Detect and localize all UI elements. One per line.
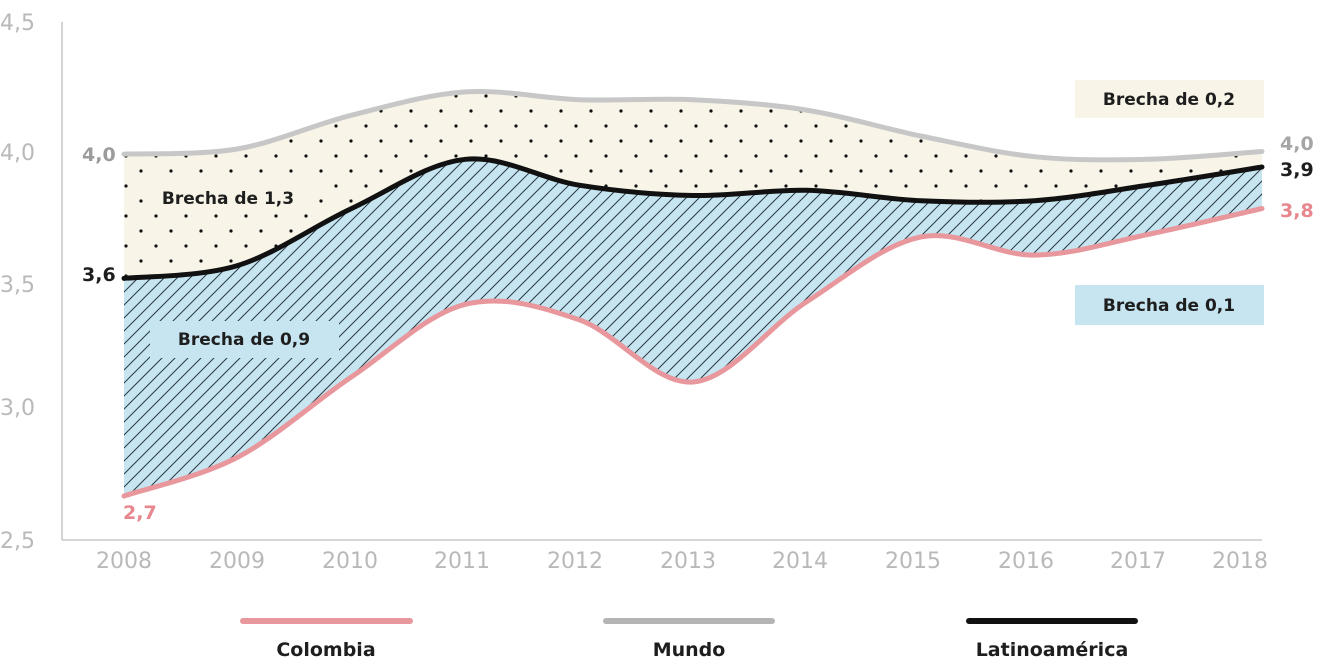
series-line-latinoamerica — [121, 156, 1265, 281]
x-tick-label: 2018 — [1212, 549, 1268, 574]
x-tick-label: 2017 — [1110, 549, 1166, 574]
gap-area-mundo-latinoamerica — [124, 91, 1262, 279]
legend-label-latinoamerica: Latinoamérica — [976, 639, 1129, 661]
start-label-latinoamerica: 3,6 — [82, 264, 116, 286]
x-tick-label: 2011 — [434, 549, 490, 574]
x-tick-label: 2008 — [96, 549, 152, 574]
end-label-mundo: 4,0 — [1280, 133, 1314, 155]
y-tick-label: 2,5 — [0, 529, 35, 554]
end-label-colombia: 3,8 — [1280, 200, 1314, 222]
x-tick-label: 2009 — [209, 549, 265, 574]
gap-label-2008-latam: Brecha de 0,9 — [178, 330, 310, 350]
y-tick-label: 3,0 — [0, 396, 35, 421]
legend-label-mundo: Mundo — [653, 639, 726, 661]
y-tick-label: 3,5 — [0, 273, 35, 298]
x-tick-label: 2016 — [998, 549, 1054, 574]
x-tick-label: 2010 — [322, 549, 378, 574]
start-label-colombia: 2,7 — [123, 502, 157, 524]
end-label-latinoamerica: 3,9 — [1280, 159, 1314, 181]
x-tick-label: 2013 — [660, 549, 716, 574]
x-tick-label: 2012 — [547, 549, 603, 574]
y-tick-label: 4,0 — [0, 141, 35, 166]
start-label-mundo: 4,0 — [82, 144, 116, 166]
x-tick-label: 2014 — [772, 549, 828, 574]
gap-label-box-2018-latam — [1075, 285, 1264, 325]
gap-label-box-2018-world — [1075, 80, 1264, 118]
x-tick-label: 2015 — [885, 549, 941, 574]
y-tick-label: 4,5 — [0, 11, 35, 36]
legend-label-colombia: Colombia — [276, 639, 375, 661]
gap-label-box-2008-world — [150, 182, 310, 212]
gap-label-box-2008-latam — [150, 321, 339, 358]
legend: Colombia Mundo Latinoamérica — [240, 618, 1138, 661]
gap-label-2018-world: Brecha de 0,2 — [1103, 90, 1235, 110]
gap-label-2008-world: Brecha de 1,3 — [162, 189, 294, 209]
gap-label-2018-latam: Brecha de 0,1 — [1103, 296, 1235, 316]
